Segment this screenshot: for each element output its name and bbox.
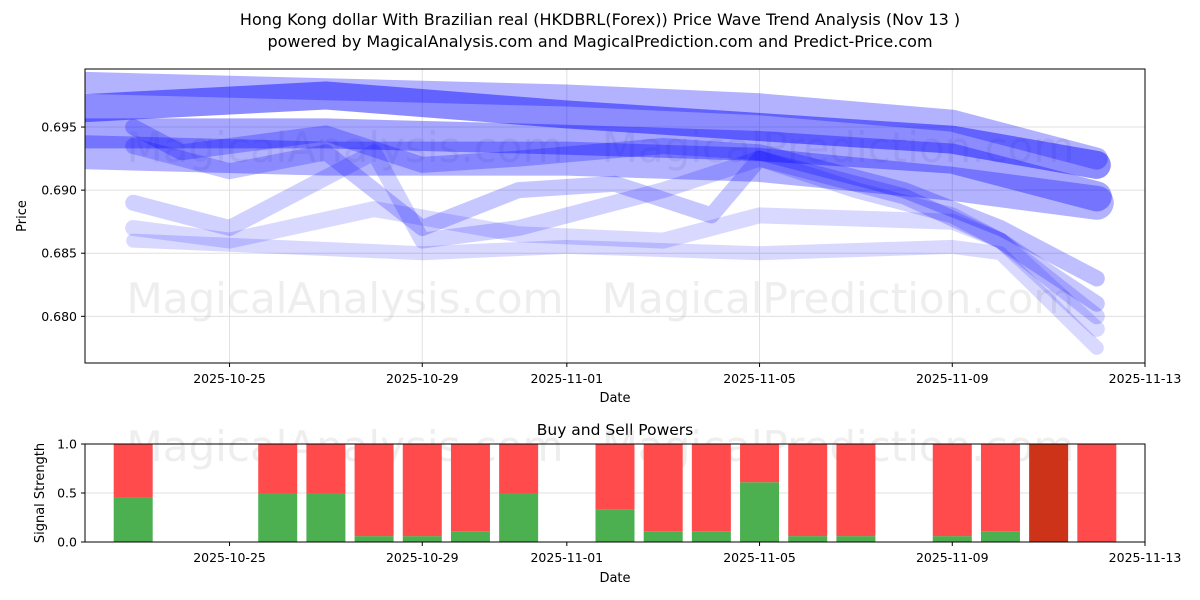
buy-bar <box>691 531 731 542</box>
sell-bar <box>258 444 298 493</box>
watermark: MagicalAnalysis.com <box>127 123 564 172</box>
x-axis-label: Date <box>599 571 630 586</box>
sell-bar <box>499 444 539 493</box>
sell-bar <box>1077 444 1117 542</box>
y-tick-label: 0.5 <box>57 486 77 501</box>
y-tick-label: 1.0 <box>57 437 77 452</box>
y-axis-label: Price <box>15 200 30 232</box>
x-tick-label: 2025-10-25 <box>193 371 266 386</box>
signal-chart-title: Buy and Sell Powers <box>537 421 694 439</box>
x-tick-label: 2025-11-13 <box>1109 550 1182 565</box>
price-chart: MagicalAnalysis.com MagicalPrediction.com… <box>15 68 1182 406</box>
x-tick-label: 2025-10-29 <box>386 371 459 386</box>
wave-band <box>125 201 1105 337</box>
x-tick-label: 2025-11-05 <box>723 550 796 565</box>
buy-bar <box>643 531 683 542</box>
x-tick-label: 2025-11-05 <box>723 371 796 386</box>
buy-bar <box>354 536 394 542</box>
buy-bar <box>258 493 298 542</box>
buy-bar <box>402 536 442 542</box>
sell-bar <box>643 444 683 532</box>
x-tick-label: 2025-10-29 <box>386 550 459 565</box>
y-tick-label: 0.695 <box>41 120 77 135</box>
y-tick-label: 0.680 <box>41 309 77 324</box>
sell-bar <box>691 444 731 532</box>
buy-bar <box>595 509 635 542</box>
watermark: MagicalPrediction.com <box>602 274 1075 323</box>
sell-bar <box>1029 444 1069 542</box>
wave-band <box>85 135 1114 220</box>
x-axis-label: Date <box>599 391 630 406</box>
buy-bar <box>836 536 876 542</box>
buy-bar <box>932 536 972 542</box>
x-tick-label: 2025-11-01 <box>530 371 603 386</box>
sell-bar <box>450 444 490 532</box>
wave-bands <box>85 71 1114 355</box>
buy-bar <box>788 536 828 542</box>
wave-band <box>125 119 1105 287</box>
buy-bar <box>450 531 490 542</box>
wave-band <box>85 71 1108 170</box>
y-tick-label: 0.690 <box>41 183 77 198</box>
chart-title: Hong Kong dollar With Brazilian real (HK… <box>239 10 961 29</box>
watermark: MagicalPrediction.com <box>602 123 1075 172</box>
sell-bar <box>932 444 972 537</box>
sell-bar <box>595 444 635 510</box>
buy-bar <box>980 531 1020 542</box>
x-tick-label: 2025-11-09 <box>916 371 989 386</box>
sell-bar <box>306 444 346 493</box>
buy-bar <box>499 493 539 542</box>
x-tick-label: 2025-10-25 <box>193 550 266 565</box>
buy-bar <box>740 482 780 542</box>
y-axis-label: Signal Strength <box>33 443 48 543</box>
sell-bar <box>402 444 442 537</box>
wave-band <box>125 144 1105 325</box>
wave-band <box>125 138 1105 312</box>
y-tick-label: 0.0 <box>57 535 77 550</box>
signal-chart: Buy and Sell PowersMagicalAnalysis.comMa… <box>33 421 1181 586</box>
plot-frame <box>84 68 1146 364</box>
sell-bar <box>354 444 394 537</box>
chart-subtitle: powered by MagicalAnalysis.com and Magic… <box>267 32 933 51</box>
watermark: MagicalAnalysis.com <box>127 274 564 323</box>
buy-bar <box>113 497 153 542</box>
wave-band <box>85 118 1112 212</box>
buy-bar <box>306 493 346 542</box>
sell-bar <box>836 444 876 537</box>
sell-bar <box>740 444 780 483</box>
wave-band <box>85 81 1111 179</box>
sell-bar <box>113 444 153 498</box>
sell-bar <box>788 444 828 537</box>
x-tick-label: 2025-11-09 <box>916 550 989 565</box>
wave-band <box>126 233 1104 355</box>
y-tick-label: 0.685 <box>41 246 77 261</box>
x-tick-label: 2025-11-13 <box>1109 371 1182 386</box>
sell-bar <box>980 444 1020 532</box>
x-tick-label: 2025-11-01 <box>530 550 603 565</box>
